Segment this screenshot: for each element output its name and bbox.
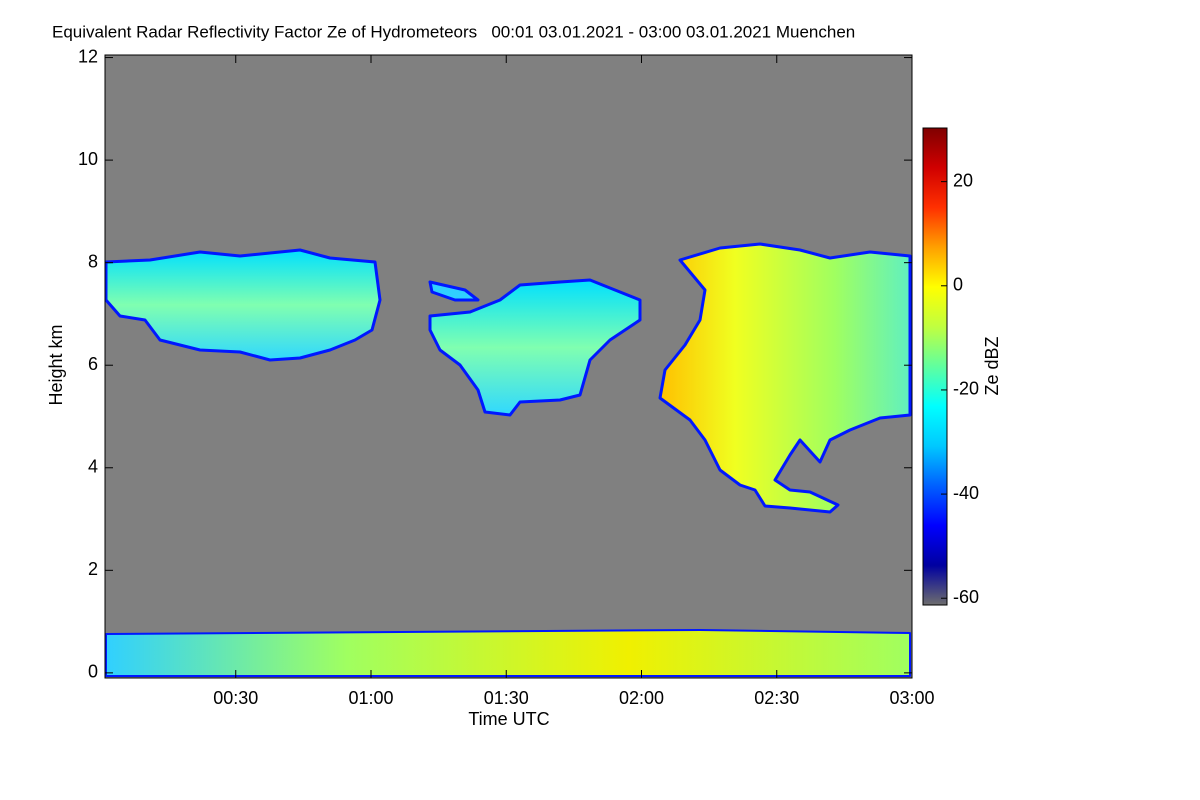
cloud (104, 248, 382, 362)
cloud (428, 278, 642, 417)
ground-echo (105, 629, 911, 677)
x-tick-label: 02:00 (619, 688, 664, 708)
x-tick-label: 01:00 (348, 688, 393, 708)
cloud (428, 280, 480, 302)
x-tick-label: 01:30 (484, 688, 529, 708)
x-tick-label: 00:30 (213, 688, 258, 708)
echo-field (104, 242, 912, 677)
x-tick-label: 02:30 (754, 688, 799, 708)
y-tick-label: 12 (78, 46, 98, 66)
cloud (658, 242, 912, 514)
y-tick-label: 6 (88, 354, 98, 374)
y-axis-label: Height km (46, 324, 66, 405)
colorbar-tick-label: 0 (953, 275, 963, 295)
y-tick-label: 4 (88, 457, 98, 477)
x-axis-label: Time UTC (468, 709, 549, 729)
colorbar-tick-label: -20 (953, 379, 979, 399)
colorbar-tick-label: -40 (953, 483, 979, 503)
colorbar (922, 127, 948, 606)
colorbar-tick-label: -60 (953, 587, 979, 607)
y-tick-label: 0 (88, 662, 98, 682)
plot-frame (104, 54, 913, 679)
colorbar-label: Ze dBZ (982, 336, 1002, 395)
y-tick-label: 8 (88, 251, 98, 271)
x-tick-label: 03:00 (889, 688, 934, 708)
chart-title: Equivalent Radar Reflectivity Factor Ze … (52, 22, 855, 41)
colorbar-tick-label: 20 (953, 170, 973, 190)
y-tick-label: 2 (88, 559, 98, 579)
y-tick-label: 10 (78, 149, 98, 169)
